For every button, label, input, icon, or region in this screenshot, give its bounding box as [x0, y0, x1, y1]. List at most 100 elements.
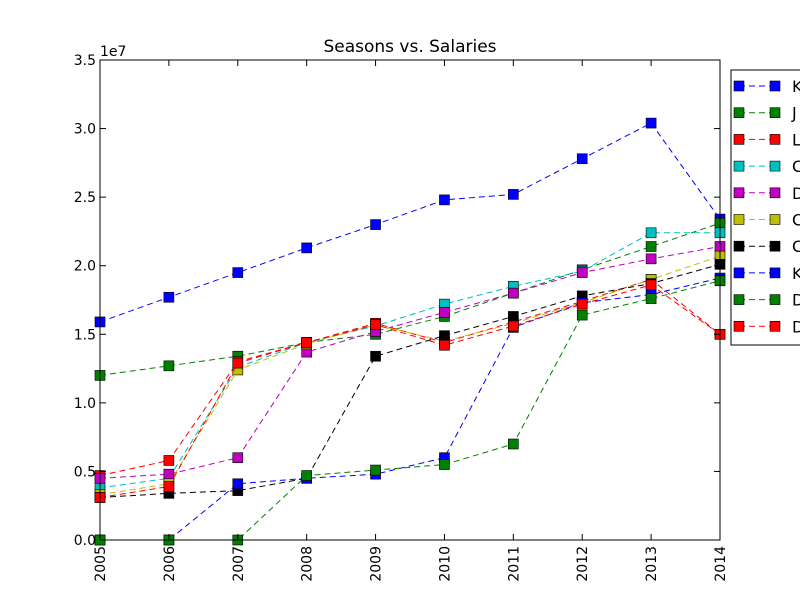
series-5-line [99, 246, 721, 479]
series-10-line [99, 284, 721, 498]
series-7-line [99, 263, 721, 498]
x-tick-label: 2013 [644, 546, 660, 582]
legend-entry: C [733, 211, 800, 230]
axes-frame [99, 59, 721, 541]
data-point [439, 307, 450, 318]
axes: 0.0 0.5 1.0 1.5 2.0 2.5 3.0 3.5 2005 2006 2007 2008… [74, 53, 729, 582]
legend-marker [733, 160, 745, 172]
data-point [232, 357, 244, 369]
chart-title: Seasons vs. Salaries [323, 37, 496, 57]
x-tick-label: 2011 [506, 546, 522, 582]
x-tick-label: 2012 [575, 546, 591, 582]
data-point [439, 339, 450, 351]
data-point [508, 320, 519, 332]
legend-label: J [791, 104, 797, 123]
legend-marker [769, 187, 781, 199]
legend-marker [769, 80, 781, 92]
data-point [301, 337, 312, 348]
legend-marker [769, 240, 781, 252]
series-1-line [99, 122, 721, 323]
legend-label: K [792, 77, 800, 96]
y-tick-label: 0.5 [74, 464, 96, 480]
legend-entry: C [733, 237, 800, 256]
y-tick-label: 0.0 [74, 533, 96, 549]
legend-entry: J [733, 104, 797, 123]
data-point [301, 470, 312, 481]
y-tick-label: 1.0 [74, 396, 96, 412]
data-point [576, 267, 588, 278]
legend-entry: K [733, 264, 800, 283]
series-6-line [99, 255, 721, 496]
x-tick-label: 2014 [713, 546, 729, 582]
data-point [576, 309, 588, 321]
data-point [232, 452, 244, 464]
legend-marker [733, 80, 745, 92]
data-point [439, 330, 450, 341]
legend-label: C [792, 237, 800, 256]
y-tick-label: 1.5 [74, 327, 96, 343]
data-point [645, 227, 657, 239]
data-point [370, 319, 381, 330]
legend-label: C [792, 157, 800, 176]
series-2-line [99, 222, 721, 376]
data-point [645, 279, 657, 291]
data-point [439, 194, 450, 206]
data-point [163, 481, 175, 492]
legend-marker [769, 320, 781, 332]
legend-label: D [792, 184, 800, 203]
legend-label: L [792, 130, 800, 149]
legend-entry: D [733, 291, 800, 310]
legend-entry: L [733, 130, 800, 149]
legend-entry: D [733, 184, 800, 203]
legend-marker [769, 107, 781, 118]
data-point [370, 464, 381, 476]
y-multiplier-label: 1e7 [100, 44, 126, 60]
legend-marker [733, 187, 745, 199]
data-point [645, 117, 657, 129]
data-point [508, 287, 519, 299]
data-point [576, 298, 588, 310]
series-8-line [100, 277, 721, 541]
legend-entry: C [733, 157, 800, 176]
data-point [508, 438, 519, 450]
legend-label: K [792, 264, 800, 283]
data-point [576, 153, 588, 165]
data-point [163, 455, 175, 466]
data-point [232, 478, 244, 490]
series-4-line [99, 232, 720, 489]
x-tick-label: 2007 [231, 546, 247, 582]
y-tick-label: 2.5 [74, 190, 96, 206]
legend-marker [769, 160, 781, 172]
legend-label: D [792, 291, 800, 310]
legend-marker [769, 294, 781, 305]
legend-label: D [792, 317, 800, 336]
x-tick-label: 2005 [93, 546, 109, 582]
x-tick-label: 2010 [437, 546, 453, 582]
data-point [370, 350, 381, 362]
legend-label: C [792, 211, 800, 230]
x-tick-label: 2009 [369, 546, 385, 582]
data-point [645, 253, 657, 265]
data-point [163, 291, 175, 303]
y-tick-label: 3.5 [74, 53, 96, 69]
legend-marker [733, 214, 745, 225]
legend-marker [769, 214, 781, 225]
data-point [232, 267, 244, 278]
x-tick-label: 2008 [300, 546, 316, 582]
data-point [163, 468, 175, 480]
legend-marker [733, 294, 745, 305]
legend-marker [733, 267, 745, 279]
legend-entry: K [733, 77, 800, 96]
series-3-line [99, 278, 721, 477]
legend-marker [733, 107, 745, 118]
y-tick-label: 2.0 [74, 259, 96, 275]
data-point [439, 459, 450, 470]
data-point [645, 293, 657, 304]
data-point [645, 241, 657, 252]
x-tick-label: 2006 [162, 546, 178, 582]
data-point [370, 219, 381, 230]
legend-marker [769, 134, 781, 145]
